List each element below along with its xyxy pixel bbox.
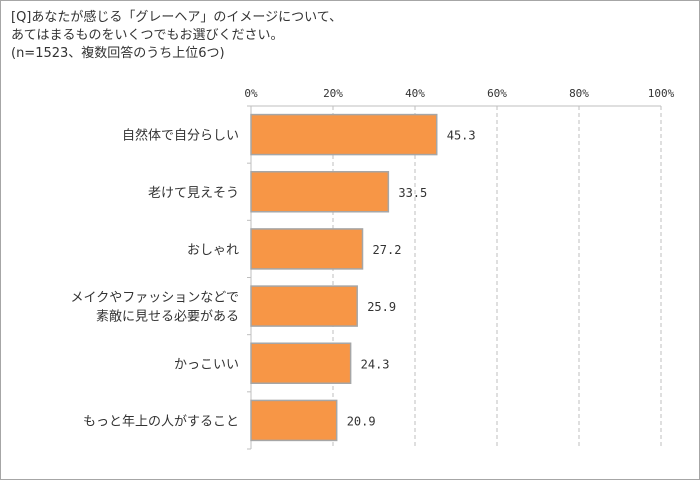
data-label: 33.5 (398, 186, 427, 200)
data-label: 25.9 (367, 300, 396, 314)
data-label: 24.3 (361, 357, 390, 371)
title-line: [Q]あなたが感じる「グレーヘア」のイメージについて、 (11, 10, 343, 25)
category-label: かっこいい (174, 357, 239, 372)
category-label: メイクやファッションなどで (71, 291, 239, 306)
category-label: 素敵に見せる必要がある (96, 309, 239, 325)
x-tick-label: 0% (244, 87, 258, 100)
bar (250, 113, 438, 156)
bar (250, 228, 364, 270)
category-label: 老けて見えそう (148, 186, 239, 201)
x-tick-label: 60% (487, 87, 507, 100)
data-label: 45.3 (447, 129, 476, 143)
data-label: 27.2 (373, 243, 402, 257)
x-tick-label: 20% (323, 87, 343, 100)
data-label: 20.9 (347, 414, 376, 428)
bar (250, 285, 358, 327)
chart-title: [Q]あなたが感じる「グレーヘア」のイメージについて、 あてはまるものをいくつで… (11, 9, 342, 63)
category-label: 自然体で自分らしい (122, 128, 239, 144)
category-label: おしゃれ (187, 243, 239, 258)
title-line: (n=1523、複数回答のうち上位6つ) (11, 46, 225, 61)
x-tick-label: 40% (405, 87, 425, 100)
bar (250, 342, 352, 384)
title-line: あてはまるものをいくつでもお選びください。 (11, 28, 284, 43)
x-tick-label: 100% (648, 87, 675, 100)
x-tick-label: 80% (569, 87, 589, 100)
bar (250, 171, 390, 213)
bar (250, 399, 338, 442)
category-label: もっと年上の人がすること (83, 414, 239, 429)
